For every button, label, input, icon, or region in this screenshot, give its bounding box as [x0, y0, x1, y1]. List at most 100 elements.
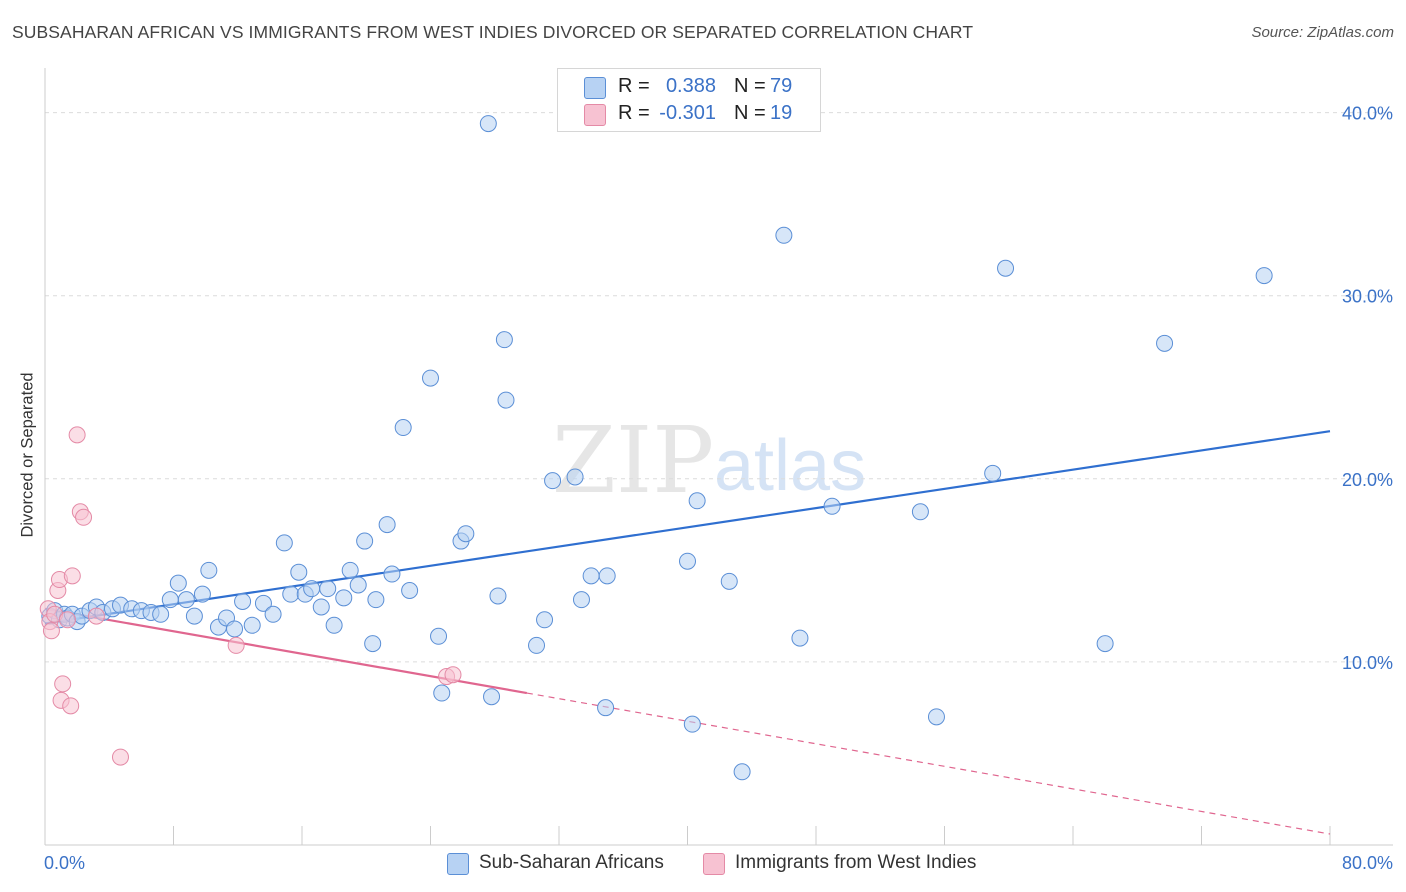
pink-data-point — [87, 607, 105, 625]
blue-data-point — [185, 607, 203, 625]
n-value-pink: 19 — [770, 102, 793, 124]
pink-data-point — [111, 748, 129, 766]
blue-data-point — [152, 605, 170, 623]
y-tick-label: 10.0% — [1342, 653, 1393, 673]
watermark-atlas: atlas — [714, 426, 866, 506]
legend-label-sub-saharan: Sub-Saharan Africans — [479, 852, 664, 873]
blue-data-point — [226, 620, 244, 638]
blue-data-point — [394, 419, 412, 437]
blue-data-point — [275, 534, 293, 552]
x-tick-label-max: 80.0% — [1342, 853, 1393, 873]
blue-data-point — [1156, 334, 1174, 352]
pink-data-point — [58, 611, 76, 629]
y-tick-label: 40.0% — [1342, 104, 1393, 124]
pink-trend-extension — [526, 692, 1331, 835]
r-label: R = — [618, 102, 650, 124]
blue-data-point — [303, 580, 321, 598]
n-label: N = — [734, 102, 766, 124]
blue-data-point — [401, 581, 419, 599]
blue-data-point — [383, 565, 401, 583]
y-tick-label: 30.0% — [1342, 287, 1393, 307]
legend-label-west-indies: Immigrants from West Indies — [735, 852, 977, 873]
blue-data-point — [582, 567, 600, 585]
blue-trend-line — [44, 430, 1331, 625]
stats-legend: R = 0.388 N = 79 R = -0.301 N = 19 — [557, 68, 821, 132]
blue-data-point — [679, 552, 696, 570]
blue-data-point — [264, 605, 282, 623]
blue-data-point — [319, 580, 337, 598]
blue-data-point — [325, 616, 343, 634]
blue-data-point — [997, 259, 1015, 277]
blue-data-point — [566, 468, 584, 486]
blue-data-point — [356, 532, 374, 550]
pink-data-point — [227, 636, 245, 654]
chart-title: SUBSAHARAN AFRICAN VS IMMIGRANTS FROM WE… — [12, 22, 974, 42]
n-label: N = — [734, 75, 766, 97]
series-legend: Sub-Saharan Africans Immigrants from Wes… — [0, 852, 1406, 878]
y-tick-label: 20.0% — [1342, 470, 1393, 490]
blue-data-point — [1255, 267, 1273, 285]
blue-data-point — [193, 585, 211, 603]
legend-swatch-pink — [703, 853, 725, 875]
blue-data-point — [775, 226, 793, 244]
blue-data-point — [290, 563, 308, 581]
pink-data-point — [62, 697, 80, 715]
legend-swatch-pink — [584, 104, 606, 126]
source-label: Source: ZipAtlas.com — [1251, 24, 1394, 41]
blue-data-point — [341, 561, 359, 579]
blue-data-point — [349, 576, 367, 594]
x-tick-label-min: 0.0% — [44, 853, 85, 873]
blue-data-point — [489, 587, 507, 605]
blue-data-point — [243, 616, 261, 634]
blue-data-point — [823, 497, 841, 515]
blue-data-point — [234, 592, 252, 610]
gridlines — [45, 112, 1392, 663]
r-value-pink: -0.301 — [659, 102, 716, 124]
blue-data-point — [161, 591, 179, 609]
blue-data-point — [367, 591, 385, 609]
blue-data-point — [911, 503, 929, 521]
r-label: R = — [618, 75, 650, 97]
y-axis-label: Divorced or Separated — [18, 372, 37, 538]
blue-data-point — [430, 627, 448, 645]
blue-data-point — [282, 585, 300, 603]
blue-data-point — [598, 567, 616, 585]
blue-data-point — [335, 589, 353, 607]
blue-data-point — [544, 472, 562, 490]
blue-data-point — [479, 115, 497, 133]
blue-data-point — [457, 525, 475, 543]
watermark-zip: ZIP — [552, 407, 714, 514]
blue-data-point — [254, 594, 272, 612]
data-points — [39, 115, 1273, 781]
pink-data-point — [75, 508, 93, 526]
blue-data-point — [536, 611, 554, 629]
pink-data-point — [63, 567, 81, 585]
blue-data-point — [497, 391, 515, 409]
blue-data-point — [495, 331, 513, 349]
r-value-blue: 0.388 — [665, 75, 716, 97]
blue-data-point — [422, 369, 439, 387]
blue-data-point — [312, 598, 330, 616]
blue-data-point — [177, 591, 195, 609]
n-value-blue: 79 — [770, 75, 793, 97]
blue-data-point — [927, 708, 945, 726]
blue-data-point — [364, 635, 382, 653]
blue-data-point — [433, 684, 451, 702]
axes — [44, 68, 1393, 846]
blue-data-point — [200, 561, 218, 579]
pink-data-point — [444, 666, 462, 684]
blue-data-point — [528, 636, 546, 654]
blue-data-point — [791, 629, 809, 647]
blue-data-point — [169, 574, 187, 592]
blue-data-point — [733, 763, 751, 781]
tick-labels: 10.0% 20.0% 30.0% 40.0% 0.0% 80.0% — [44, 104, 1393, 873]
pink-data-point — [42, 622, 60, 640]
pink-data-point — [54, 675, 72, 693]
legend-swatch-blue — [584, 77, 606, 99]
blue-data-point — [572, 591, 590, 609]
blue-data-point — [984, 464, 1002, 482]
blue-data-point — [1096, 635, 1114, 653]
blue-data-point — [688, 492, 706, 510]
blue-data-point — [597, 699, 615, 717]
